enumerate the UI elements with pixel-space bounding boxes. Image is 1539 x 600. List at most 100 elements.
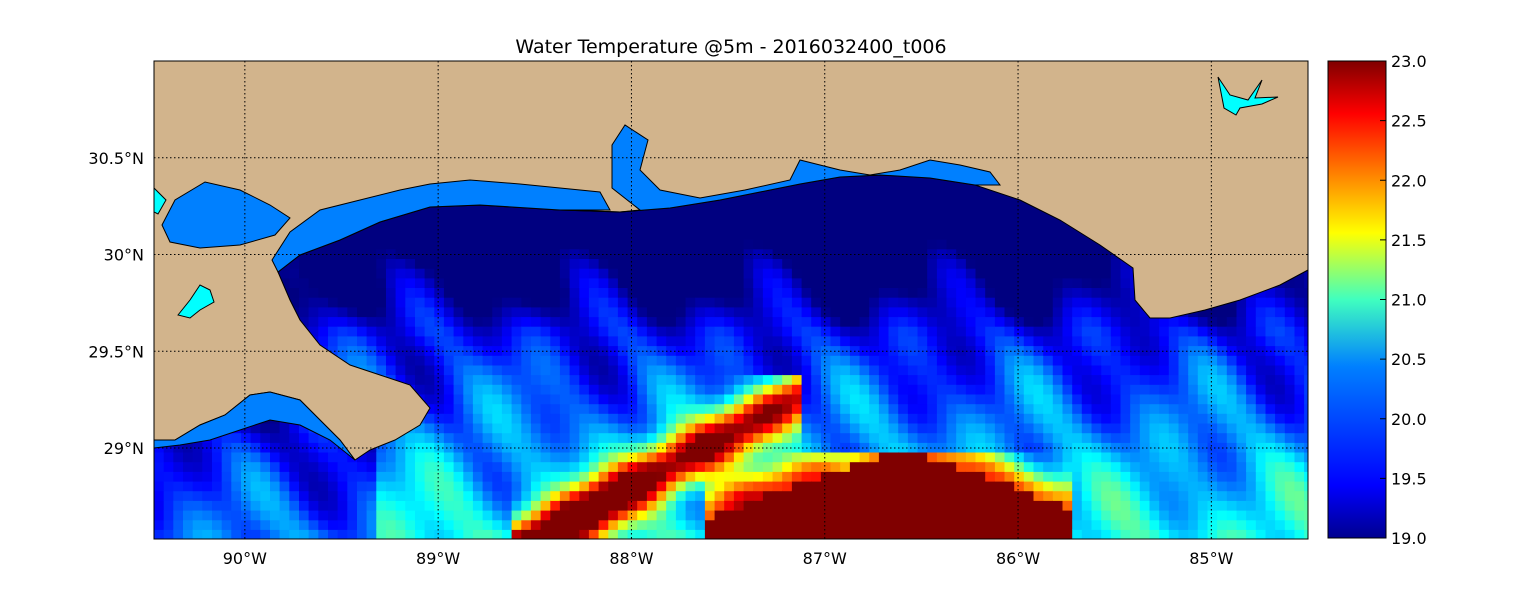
heatmap-cell xyxy=(714,306,725,318)
heatmap-cell xyxy=(975,480,986,492)
heatmap-cell xyxy=(762,239,774,250)
heatmap-cell xyxy=(646,258,658,269)
heatmap-cell xyxy=(521,403,532,414)
heatmap-cell xyxy=(907,432,919,443)
heatmap-cell xyxy=(366,297,377,308)
heatmap-cell xyxy=(540,268,551,279)
heatmap-cell xyxy=(724,510,735,521)
heatmap-cell xyxy=(579,510,590,521)
heatmap-cell xyxy=(1091,297,1102,308)
heatmap-cell xyxy=(878,229,890,240)
heatmap-cell xyxy=(530,345,542,356)
heatmap-cell xyxy=(579,451,590,463)
heatmap-cell xyxy=(927,500,938,511)
heatmap-cell xyxy=(666,519,677,530)
heatmap-cell xyxy=(453,432,464,443)
heatmap-cell xyxy=(994,519,1006,530)
heatmap-cell xyxy=(337,345,348,356)
heatmap-cell xyxy=(318,471,329,482)
heatmap-cell xyxy=(1101,529,1112,539)
heatmap-cell xyxy=(666,384,677,395)
heatmap-cell xyxy=(907,451,919,463)
heatmap-cell xyxy=(376,529,387,539)
heatmap-cell xyxy=(328,442,339,453)
heatmap-cell xyxy=(975,529,986,539)
heatmap-cell xyxy=(279,432,290,443)
heatmap-cell xyxy=(907,335,919,347)
heatmap-cell xyxy=(241,471,252,482)
heatmap-cell xyxy=(907,297,919,308)
heatmap-cell xyxy=(1101,297,1112,308)
heatmap-cell xyxy=(714,393,725,405)
heatmap-cell xyxy=(328,287,339,298)
heatmap-cell xyxy=(386,345,397,356)
heatmap-cell xyxy=(1081,258,1093,269)
heatmap-cell xyxy=(424,451,435,463)
heatmap-cell xyxy=(627,277,638,288)
heatmap-cell xyxy=(994,277,1006,288)
heatmap-cell xyxy=(762,490,774,501)
heatmap-cell xyxy=(173,471,184,482)
heatmap-cell xyxy=(975,374,986,385)
heatmap-cell xyxy=(840,219,851,230)
heatmap-cell xyxy=(1033,297,1044,308)
heatmap-cell xyxy=(328,500,339,511)
heatmap-cell xyxy=(472,306,484,318)
heatmap-cell xyxy=(830,335,841,347)
heatmap-cell xyxy=(270,451,281,463)
heatmap-cell xyxy=(666,268,677,279)
heatmap-cell xyxy=(183,471,194,482)
heatmap-cell xyxy=(849,364,861,376)
heatmap-cell xyxy=(704,413,716,424)
heatmap-cell xyxy=(376,335,387,347)
heatmap-cell xyxy=(405,364,416,376)
heatmap-cell xyxy=(1014,287,1025,298)
heatmap-cell xyxy=(366,345,377,356)
heatmap-cell xyxy=(1052,442,1064,453)
heatmap-cell xyxy=(820,413,832,424)
heatmap-cell xyxy=(376,239,387,250)
heatmap-cell xyxy=(927,364,938,376)
heatmap-cell xyxy=(1014,364,1025,376)
heatmap-cell xyxy=(965,268,977,279)
heatmap-cell xyxy=(1062,413,1073,424)
heatmap-cell xyxy=(1052,461,1064,472)
heatmap-cell xyxy=(521,519,532,530)
heatmap-cell xyxy=(511,461,522,472)
heatmap-cell xyxy=(936,181,948,192)
heatmap-cell xyxy=(849,316,861,327)
heatmap-cell xyxy=(1091,345,1102,356)
heatmap-cell xyxy=(221,442,232,453)
heatmap-cell xyxy=(985,471,996,482)
heatmap-cell xyxy=(791,219,803,230)
heatmap-cell xyxy=(569,306,580,318)
heatmap-cell xyxy=(888,316,899,327)
heatmap-cell xyxy=(492,326,503,337)
heatmap-cell xyxy=(1004,413,1015,424)
heatmap-cell xyxy=(579,229,590,240)
heatmap-cell xyxy=(994,384,1006,395)
heatmap-cell xyxy=(1062,326,1073,337)
heatmap-cell xyxy=(1033,403,1044,414)
heatmap-cell xyxy=(559,384,571,395)
heatmap-cell xyxy=(898,364,909,376)
heatmap-cell xyxy=(1062,403,1073,414)
heatmap-cell xyxy=(501,422,513,434)
heatmap-cell xyxy=(869,480,880,492)
heatmap-cell xyxy=(946,229,957,240)
heatmap-cell xyxy=(685,461,696,472)
heatmap-cell xyxy=(347,268,358,279)
heatmap-cell xyxy=(443,461,455,472)
heatmap-cell xyxy=(975,393,986,405)
heatmap-cell xyxy=(627,510,638,521)
heatmap-cell xyxy=(299,500,310,511)
heatmap-cell xyxy=(772,190,783,201)
heatmap-cell xyxy=(1014,471,1025,482)
heatmap-cell xyxy=(366,258,377,269)
heatmap-cell xyxy=(675,306,687,318)
heatmap-cell xyxy=(154,490,165,501)
heatmap-cell xyxy=(579,239,590,250)
heatmap-cell xyxy=(376,461,387,472)
heatmap-cell xyxy=(1062,287,1073,298)
heatmap-cell xyxy=(540,422,551,434)
